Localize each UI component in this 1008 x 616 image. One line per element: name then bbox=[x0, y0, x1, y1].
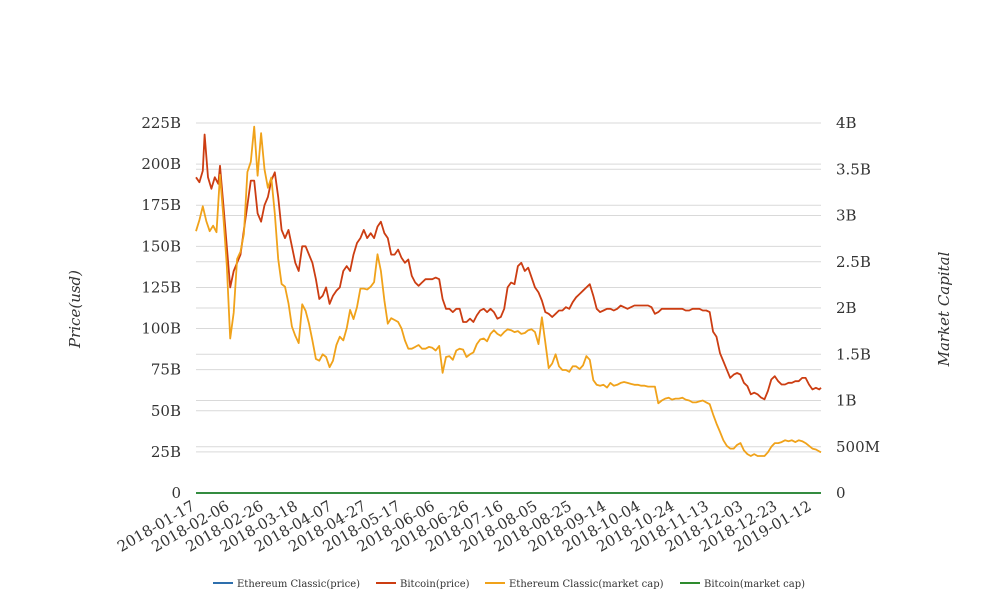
left-axis-ticks: 0 25B 50B 75B 100B 125B 150B 175B 200B 225B bbox=[141, 114, 181, 502]
right-tick-label: 2.5B bbox=[836, 253, 871, 271]
left-tick-label: 150B bbox=[141, 237, 181, 255]
right-tick-label: 1B bbox=[836, 392, 857, 410]
left-tick-label: 75B bbox=[151, 361, 181, 379]
left-tick-label: 25B bbox=[151, 443, 181, 461]
series-line-2 bbox=[195, 125, 822, 457]
left-tick-label: 225B bbox=[141, 114, 181, 132]
right-tick-label: 500M bbox=[836, 438, 880, 456]
series-line-1 bbox=[195, 133, 822, 401]
legend-label: Bitcoin(price) bbox=[400, 579, 470, 590]
left-tick-label: 200B bbox=[141, 155, 181, 173]
right-tick-label: 3.5B bbox=[836, 160, 871, 178]
legend-label: Ethereum Classic(market cap) bbox=[509, 579, 664, 590]
right-axis-ticks: 0 500M 1B 1.5B 2B 2.5B 3B 3.5B 4B bbox=[836, 114, 880, 502]
left-axis-title: Price(usd) bbox=[66, 270, 84, 349]
left-tick-label: 50B bbox=[151, 402, 181, 420]
left-tick-label: 100B bbox=[141, 320, 181, 338]
legend-label: Ethereum Classic(price) bbox=[237, 579, 360, 590]
series-lines bbox=[195, 125, 822, 494]
right-tick-label: 1.5B bbox=[836, 345, 871, 363]
left-tick-label: 0 bbox=[171, 484, 181, 502]
x-axis-ticks: 2018-01-172018-02-062018-02-262018-03-18… bbox=[114, 497, 814, 556]
legend: Ethereum Classic(price) Bitcoin(price) Eth… bbox=[213, 579, 805, 590]
legend-label: Bitcoin(market cap) bbox=[704, 579, 805, 590]
left-tick-label: 175B bbox=[141, 196, 181, 214]
right-tick-label: 2B bbox=[836, 299, 857, 317]
right-tick-label: 4B bbox=[836, 114, 857, 132]
right-tick-label: 0 bbox=[836, 484, 846, 502]
right-axis-title: Market Capital bbox=[935, 251, 953, 367]
right-tick-label: 3B bbox=[836, 207, 857, 225]
left-tick-label: 125B bbox=[141, 278, 181, 296]
